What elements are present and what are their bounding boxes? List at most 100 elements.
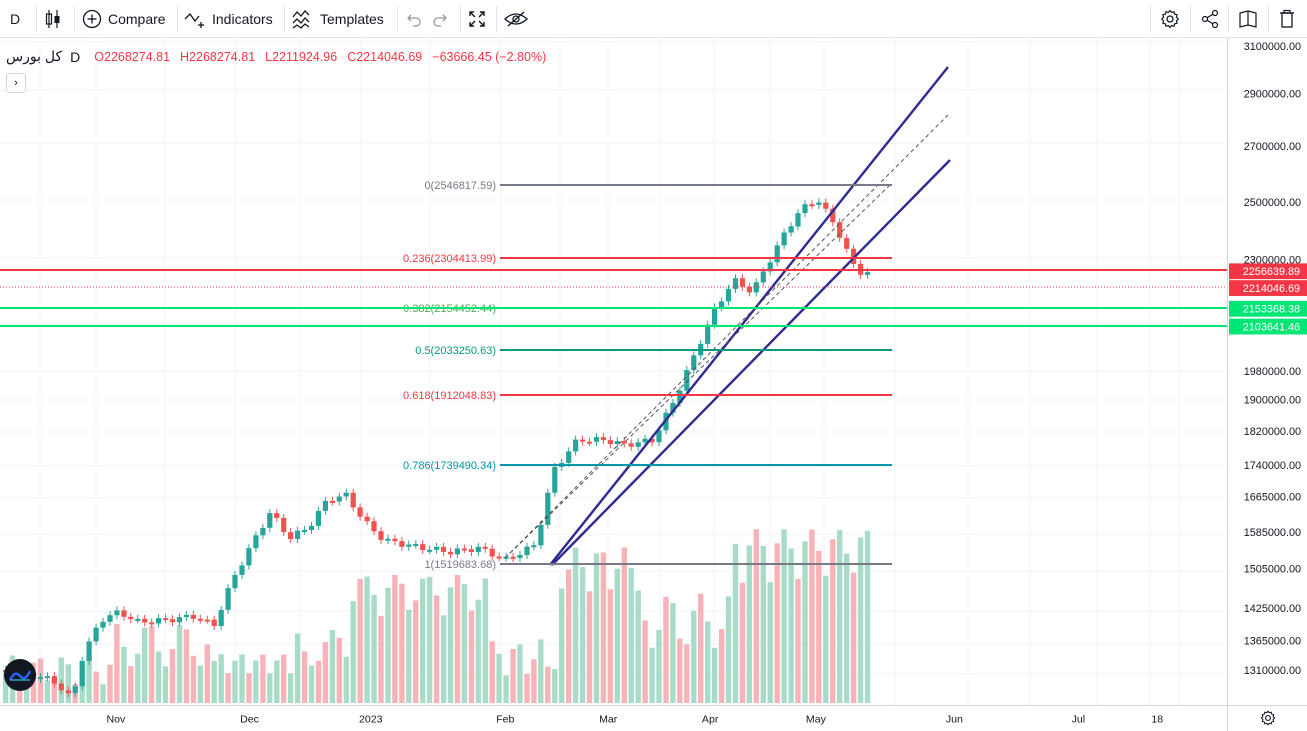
volume-bar xyxy=(440,615,447,703)
candle-body xyxy=(677,390,683,403)
price-label-badge xyxy=(1228,318,1307,335)
templates-button[interactable]: Templates xyxy=(292,0,392,37)
candle-body xyxy=(51,676,57,684)
volume-bar xyxy=(426,576,433,703)
candle-body xyxy=(204,619,210,622)
indicators-icon xyxy=(184,12,204,28)
volume-bar xyxy=(753,529,759,703)
volume-bar xyxy=(183,629,190,703)
volume-bar xyxy=(149,626,155,703)
fullscreen-button[interactable] xyxy=(468,0,490,37)
chart-style-button[interactable] xyxy=(44,0,70,37)
price-tick-label: 1665000.00 xyxy=(1244,491,1301,503)
price-tick-label: 1820000.00 xyxy=(1244,426,1301,438)
candle-body xyxy=(635,442,641,447)
redo-button[interactable] xyxy=(432,0,454,37)
plus-circle-icon xyxy=(82,9,102,28)
volume-bar xyxy=(44,680,51,703)
candle-body xyxy=(746,286,752,293)
axis-settings-corner[interactable] xyxy=(1227,705,1307,731)
candle-body xyxy=(739,278,745,287)
tradingview-logo[interactable] xyxy=(4,659,36,691)
candle-body xyxy=(614,441,620,444)
candle-body xyxy=(434,546,440,550)
undo-button[interactable] xyxy=(404,0,426,37)
volume-bar xyxy=(218,654,224,703)
redo-icon xyxy=(433,14,447,27)
tradingview-logo-icon xyxy=(9,670,31,681)
volume-bar xyxy=(378,616,384,703)
candle-body xyxy=(489,548,495,557)
settings-button[interactable] xyxy=(1160,0,1182,37)
candle-body xyxy=(844,237,850,249)
candle-body xyxy=(190,614,196,619)
candle-body xyxy=(413,544,419,547)
delete-button[interactable] xyxy=(1278,0,1298,37)
symbol-search-button[interactable]: D xyxy=(10,0,36,37)
volume-bar xyxy=(169,649,176,703)
candle-body xyxy=(322,500,328,511)
volume-bar xyxy=(489,641,495,703)
candle-body xyxy=(447,551,454,555)
volume-bar xyxy=(705,621,711,703)
volume-bar xyxy=(586,591,593,703)
price-tick-label: 2900000.00 xyxy=(1244,88,1301,100)
volume-bar xyxy=(823,575,829,703)
candle-body xyxy=(600,437,606,441)
candle-body xyxy=(809,204,815,207)
candle-body xyxy=(767,262,773,272)
volume-bar xyxy=(86,655,92,703)
chevron-right-icon: › xyxy=(14,77,18,89)
templates-label: Templates xyxy=(320,10,384,27)
volume-bar xyxy=(802,541,808,703)
time-tick-label: Apr xyxy=(702,713,719,725)
candle-body xyxy=(58,683,64,691)
volume-bar xyxy=(246,673,252,703)
price-tick-label: 1310000.00 xyxy=(1244,665,1301,677)
volume-bar xyxy=(162,666,169,703)
price-tick-label: 2500000.00 xyxy=(1244,197,1301,209)
volume-bar xyxy=(51,679,57,703)
candle-body xyxy=(37,677,44,680)
snapshot-button[interactable] xyxy=(1238,0,1260,37)
hide-drawings-button[interactable] xyxy=(504,0,530,37)
candle-body xyxy=(281,517,287,532)
volume-bar xyxy=(649,647,655,703)
volume-bar xyxy=(566,569,572,703)
candle-body xyxy=(552,467,558,493)
candle-body xyxy=(239,565,245,575)
volume-bar xyxy=(642,620,648,703)
share-button[interactable] xyxy=(1200,0,1222,37)
candle-body xyxy=(107,615,113,622)
volume-bar xyxy=(399,583,405,703)
volume-bar xyxy=(503,675,509,703)
price-axis[interactable]: 3100000.00 2900000.00 2700000.00 2500000.00… xyxy=(1227,38,1307,705)
volume-bar xyxy=(420,578,426,703)
volume-bar xyxy=(545,666,551,703)
legend-collapse-button[interactable]: › xyxy=(6,73,26,93)
price-chart[interactable]: 0(2546817.59)0.236(2304413.99)0.382(2154… xyxy=(0,38,1227,705)
volume-bar xyxy=(482,578,488,703)
indicators-button[interactable]: Indicators xyxy=(184,0,280,37)
fib-level-label: 0.786(1739490.34) xyxy=(403,460,496,472)
volume-bar xyxy=(461,584,468,703)
volume-bar xyxy=(232,660,238,703)
compare-button[interactable]: Compare xyxy=(82,0,172,37)
symbol-name[interactable]: کل بورس xyxy=(6,48,63,64)
interval-label: D xyxy=(70,48,81,65)
candle-body xyxy=(385,538,391,541)
candle-body xyxy=(65,690,71,694)
volume-bar xyxy=(155,651,162,703)
time-tick-label: 18 xyxy=(1151,713,1163,725)
candle-body xyxy=(427,549,433,552)
volume-bar xyxy=(684,644,690,703)
time-tick-label: Jun xyxy=(946,713,963,725)
candle-body xyxy=(461,548,467,551)
gear-icon xyxy=(1260,710,1276,726)
candle-body xyxy=(93,627,99,642)
time-axis[interactable]: Nov Dec 2023 Feb Mar Apr May Jun Jul 18 xyxy=(0,705,1227,731)
candle-body xyxy=(135,618,141,621)
time-tick-label: Mar xyxy=(599,713,618,725)
volume-bar xyxy=(496,653,502,703)
volume-bar xyxy=(830,539,836,703)
